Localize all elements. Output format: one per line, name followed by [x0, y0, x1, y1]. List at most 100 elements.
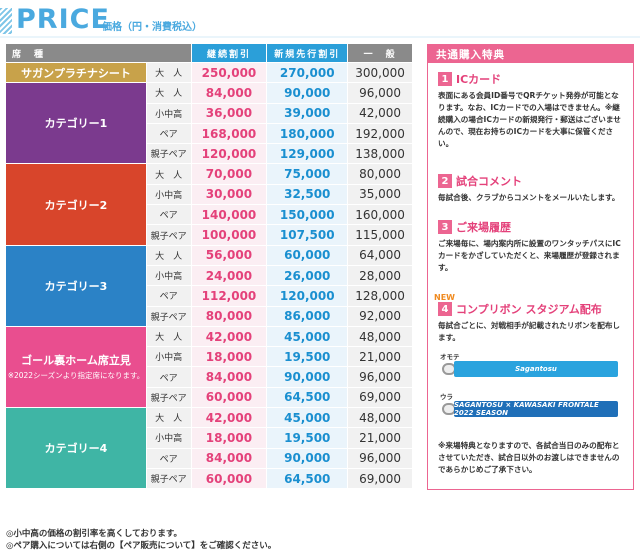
general-price: 128,000: [348, 286, 412, 306]
new-first-price: 64,500: [267, 387, 348, 408]
table-row: 親子ペア 60,000 64,500 69,000: [6, 468, 412, 489]
header-general: 一 般: [348, 44, 412, 62]
category-note: ※2022シーズンより指定席になります。: [7, 371, 145, 381]
renewal-price: 42,000: [191, 326, 267, 347]
purchase-benefits-panel: 共通購入特典 1 ICカード 表面にある会員ID番号でQRチケット発券が可能とな…: [427, 44, 634, 490]
ticket-type: 小中高: [146, 265, 191, 286]
table-row: 小中高 30,000 32,500 35,000: [6, 184, 412, 205]
new-first-price: 86,000: [267, 306, 348, 326]
renewal-price: 168,000: [191, 123, 267, 144]
new-first-price: 32,500: [267, 184, 348, 205]
table-notes: ◎小中高の価格の割引率を高くしております。 ◎ペア購入については右側の【ペア販売…: [6, 528, 276, 552]
table-row: 小中高 18,000 19,500 21,000: [6, 428, 412, 448]
category-name: カテゴリー1: [44, 117, 108, 131]
perk-name: ご来場履歴: [456, 221, 511, 234]
general-price: 160,000: [348, 205, 412, 225]
renewal-price: 30,000: [191, 184, 267, 205]
table-row: ペア 168,000 180,000 192,000: [6, 123, 412, 144]
new-first-price: 270,000: [267, 63, 348, 83]
ticket-type: 大 人: [146, 63, 191, 83]
ticket-type: 親子ペア: [146, 144, 191, 164]
general-price: 138,000: [348, 144, 412, 164]
table-row: 親子ペア 100,000 107,500 115,000: [6, 225, 412, 245]
new-first-price: 64,500: [267, 468, 348, 489]
new-first-price: 60,000: [267, 245, 348, 265]
seat-category-group: ゴール裏ホーム席立見 ※2022シーズンより指定席になります。大 人 42,000 4…: [6, 326, 412, 408]
new-first-price: 120,000: [267, 286, 348, 306]
ticket-type: 親子ペア: [146, 387, 191, 408]
ribbon-band: Sagantosu: [454, 361, 618, 377]
new-first-price: 180,000: [267, 123, 348, 144]
ribbon-front: オモテ Sagantosu: [440, 351, 620, 387]
renewal-price: 112,000: [191, 286, 267, 306]
general-price: 115,000: [348, 225, 412, 245]
header-renewal: 継続割引: [191, 44, 267, 62]
note-line: ◎小中高の価格の割引率を高くしております。: [6, 529, 183, 539]
table-body: サガンプラチナシート大 人 250,000 270,000 300,000 カテゴリー1…: [6, 63, 412, 489]
renewal-price: 140,000: [191, 205, 267, 225]
ribbon-side-label: ウラ: [440, 393, 453, 401]
general-price: 96,000: [348, 367, 412, 387]
table-header-row: 席 種 継続割引 新規先行割引 一 般: [6, 44, 412, 62]
new-first-price: 19,500: [267, 428, 348, 448]
perk-number: 4: [438, 302, 452, 316]
renewal-price: 36,000: [191, 103, 267, 123]
ticket-type: ペア: [146, 448, 191, 468]
perk-description: ご来場毎に、場内案内所に設置のワンタッチパスにICカードをかざしていただくと、来…: [438, 239, 621, 272]
category-label: カテゴリー2: [6, 164, 146, 245]
general-price: 48,000: [348, 326, 412, 347]
table-row: 親子ペア 60,000 64,500 69,000: [6, 387, 412, 408]
category-name: サガンプラチナシート: [21, 66, 131, 80]
new-first-price: 90,000: [267, 448, 348, 468]
header-divider: [0, 36, 640, 38]
new-first-price: 45,000: [267, 408, 348, 428]
category-label: カテゴリー4: [6, 408, 146, 489]
page-subtitle: 価格（円・消費税込）: [102, 22, 202, 33]
general-price: 92,000: [348, 306, 412, 326]
perk-name: 試合コメント: [456, 175, 522, 188]
renewal-price: 84,000: [191, 367, 267, 387]
general-price: 21,000: [348, 347, 412, 367]
renewal-price: 18,000: [191, 347, 267, 367]
general-price: 96,000: [348, 448, 412, 468]
ticket-type: 親子ペア: [146, 225, 191, 245]
general-price: 192,000: [348, 123, 412, 144]
page-title: PRICE: [16, 4, 110, 35]
new-badge: NEW: [434, 293, 455, 302]
seat-category-group: カテゴリー4 大 人 42,000 45,000 48,000 小中高 18,000 19,5…: [6, 408, 412, 489]
ticket-type: 親子ペア: [146, 306, 191, 326]
category-label: サガンプラチナシート: [6, 63, 146, 83]
general-price: 28,000: [348, 265, 412, 286]
panel-title: 共通購入特典: [428, 45, 633, 63]
ticket-type: 大 人: [146, 245, 191, 265]
table-row: 小中高 18,000 19,500 21,000: [6, 347, 412, 367]
perk-visit-history: 3 ご来場履歴 ご来場毎に、場内案内所に設置のワンタッチパスにICカードをかざし…: [438, 219, 626, 274]
table-row: 大 人 84,000 90,000 96,000: [6, 83, 412, 103]
perk-heading: 4 コンプリボン スタジアム配布: [438, 301, 626, 317]
new-first-price: 150,000: [267, 205, 348, 225]
table-row: 大 人 250,000 270,000 300,000: [6, 63, 412, 83]
ticket-type: ペア: [146, 205, 191, 225]
renewal-price: 70,000: [191, 164, 267, 184]
general-price: 69,000: [348, 387, 412, 408]
ticket-type: ペア: [146, 123, 191, 144]
perk-description: 毎試合後、クラブからコメントをメールいたします。: [438, 193, 620, 202]
category-name: ゴール裏ホーム席立見: [21, 354, 131, 368]
category-name: カテゴリー2: [44, 198, 108, 212]
perk-number: 2: [438, 174, 452, 188]
footnote-text: ※来場特典となりますので、各試合当日のみの配布とさせていただき、試合日以外のお渡…: [438, 441, 620, 474]
renewal-price: 84,000: [191, 448, 267, 468]
header-stripe-decoration: [0, 8, 12, 34]
ticket-type: 大 人: [146, 164, 191, 184]
table-row: 親子ペア 120,000 129,000 138,000: [6, 144, 412, 164]
new-first-price: 75,000: [267, 164, 348, 184]
perk-ribbon: 4 コンプリボン スタジアム配布 毎試合ごとに、対戦相手が記載されたリボンを配布…: [438, 301, 626, 344]
perk-name: コンプリボン スタジアム配布: [456, 303, 602, 316]
price-table: 席 種 継続割引 新規先行割引 一 般 サガンプラチナシート大 人 250,000…: [6, 44, 412, 489]
general-price: 96,000: [348, 83, 412, 103]
renewal-price: 120,000: [191, 144, 267, 164]
seat-category-group: カテゴリー1 大 人 84,000 90,000 96,000 小中高 36,000 39,0…: [6, 83, 412, 164]
perk-footnote: ※来場特典となりますので、各試合当日のみの配布とさせていただき、試合日以外のお渡…: [438, 437, 626, 476]
ticket-type: 小中高: [146, 347, 191, 367]
renewal-price: 60,000: [191, 468, 267, 489]
